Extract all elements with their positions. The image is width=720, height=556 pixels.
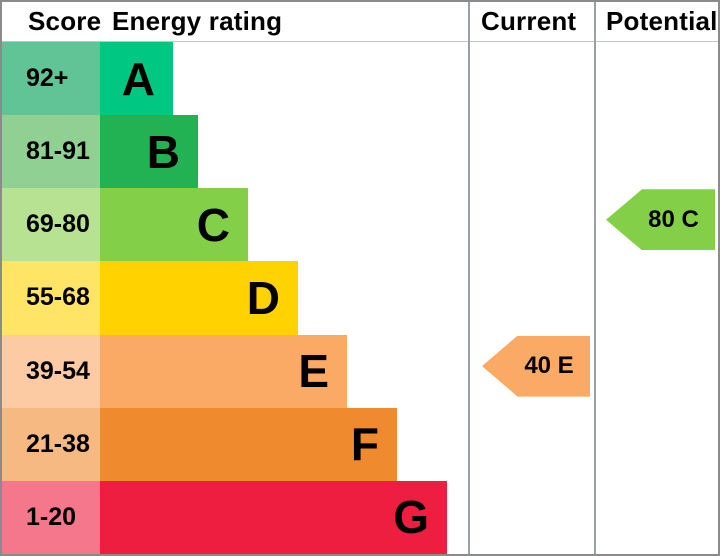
band-bar: E — [100, 334, 347, 408]
band-row: 21-38 F — [2, 407, 718, 481]
score-range-label: 69-80 — [26, 210, 90, 239]
score-range-label: 92+ — [26, 64, 69, 93]
band-letter: D — [246, 271, 280, 324]
band-bar: F — [100, 407, 397, 481]
header-score: Score — [28, 6, 102, 36]
header-current: Current — [481, 6, 577, 36]
score-cell: 81-91 — [2, 115, 100, 189]
divider-potential-column — [594, 2, 596, 554]
band-bar: B — [100, 115, 198, 189]
score-range-label: 55-68 — [26, 283, 90, 312]
score-cell: 92+ — [2, 42, 100, 116]
divider-current-column — [468, 2, 470, 554]
header-potential: Potential — [606, 6, 718, 36]
band-bar: C — [100, 188, 248, 262]
score-range-label: 21-38 — [26, 429, 90, 458]
band-row: 55-68 D — [2, 261, 718, 335]
score-range-label: 39-54 — [26, 356, 90, 385]
score-cell: 69-80 — [2, 188, 100, 262]
band-bar: D — [100, 261, 298, 335]
band-row: 81-91 B — [2, 115, 718, 189]
band-row: 92+ A — [2, 42, 718, 116]
score-range-label: 1-20 — [26, 502, 77, 531]
current-rating-label: 40 E — [524, 352, 574, 380]
chart-header: Score Energy rating Current Potential — [2, 2, 718, 42]
band-letter: F — [350, 418, 379, 471]
band-letter: C — [196, 198, 230, 251]
score-cell: 55-68 — [2, 261, 100, 335]
band-letter: A — [121, 52, 155, 105]
score-cell: 1-20 — [2, 480, 100, 554]
header-energy-rating: Energy rating — [112, 6, 283, 36]
potential-rating-label: 80 C — [648, 205, 699, 233]
band-row: 69-80 C — [2, 188, 718, 262]
band-letter: E — [298, 345, 329, 398]
band-bar: A — [100, 42, 173, 116]
score-range-label: 81-91 — [26, 137, 90, 166]
score-cell: 21-38 — [2, 407, 100, 481]
band-letter: B — [146, 125, 180, 178]
band-rows: 92+ A 81-91 B 69-80 C 55-68 D 39-54 — [2, 42, 718, 554]
band-row: 1-20 G — [2, 480, 718, 554]
band-bar: G — [100, 480, 447, 554]
score-cell: 39-54 — [2, 334, 100, 408]
band-letter: G — [393, 491, 429, 544]
band-row: 39-54 E — [2, 334, 718, 408]
